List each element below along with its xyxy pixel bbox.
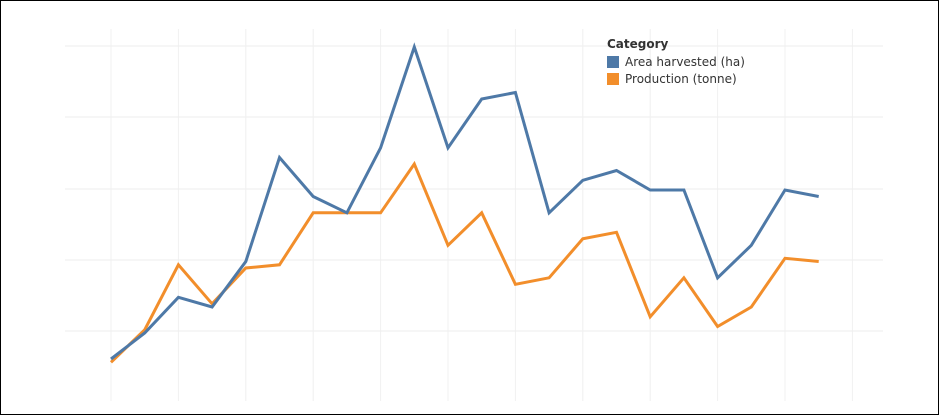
legend-swatch-production — [607, 73, 619, 85]
grid — [65, 29, 883, 401]
series-line-0 — [110, 42, 819, 361]
legend: Category Area harvested (ha) Production … — [607, 37, 745, 88]
legend-label-production: Production (tonne) — [625, 72, 737, 86]
legend-swatch-area — [607, 56, 619, 68]
legend-title: Category — [607, 37, 669, 51]
legend-item-area: Area harvested (ha) — [607, 54, 745, 70]
series-lines — [109, 42, 819, 364]
legend-label-area: Area harvested (ha) — [625, 55, 745, 69]
legend-item-production: Production (tonne) — [607, 71, 745, 87]
